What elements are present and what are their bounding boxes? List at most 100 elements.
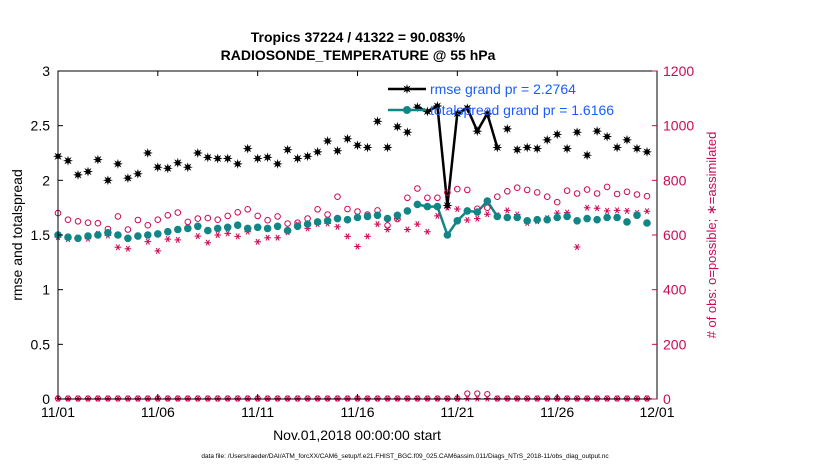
rmse-point	[442, 200, 453, 211]
obs-possible-point	[154, 216, 162, 223]
totalspread-point	[413, 200, 422, 209]
totalspread-point	[313, 218, 322, 226]
obs-assimilated-point	[344, 233, 351, 240]
rmse-point	[142, 148, 153, 158]
rmse-point	[532, 143, 543, 154]
obs-possible-point	[314, 206, 321, 213]
rmse-point	[542, 134, 553, 145]
axis-ticks-group	[57, 70, 658, 400]
rmse-point	[572, 127, 583, 138]
footnote: data file: /Users/raeder/DAI/ATM_forcXX/…	[201, 453, 609, 460]
rmse-point	[73, 169, 83, 180]
chart-subtitle: RADIOSONDE_TEMPERATURE @ 55 hPa	[221, 47, 496, 63]
obs-assimilated-point	[483, 211, 491, 218]
obs-possible-point	[573, 190, 581, 197]
obs-assimilated-point	[164, 235, 172, 243]
rmse-point	[382, 142, 393, 153]
obs-assimilated-point	[404, 226, 411, 233]
x-tick-label: 11/16	[341, 404, 375, 420]
y2-tick-label: 1000	[663, 118, 694, 134]
y-tick-label: 0.5	[31, 336, 51, 352]
obs-possible-point	[124, 226, 132, 233]
obs-possible-point	[334, 193, 341, 200]
obs-assimilated-point	[204, 239, 212, 246]
rmse-point	[83, 166, 93, 177]
y2-tick-label: 600	[663, 227, 687, 243]
obs-possible-point	[164, 212, 172, 219]
y-tick-label: 2	[42, 172, 50, 188]
totalspread-point	[563, 212, 571, 221]
rmse-point	[63, 155, 73, 166]
totalspread-point	[164, 227, 172, 236]
rmse-point	[152, 162, 163, 173]
totalspread-point	[633, 211, 641, 220]
rmse-point	[312, 146, 323, 157]
obs-assimilated-point	[573, 243, 581, 251]
y-tick-label: 0	[42, 391, 50, 407]
totalspread-point	[273, 222, 282, 231]
obs-possible-point	[384, 222, 391, 229]
axis-labels-group: 11/01 11/06 11/11 11/16 11/21 11/26 12/0100.51…	[31, 63, 695, 420]
rmse-point	[522, 142, 533, 153]
rmse-point	[472, 126, 483, 137]
obs-assimilated-point	[643, 208, 651, 215]
rejected-possible-point	[484, 391, 491, 398]
obs-assimilated-point	[144, 238, 152, 245]
obs-possible-point	[224, 212, 231, 220]
obs-assimilated-point	[603, 207, 611, 215]
obs-assimilated-point	[264, 234, 271, 241]
totalspread-point	[573, 217, 581, 225]
legend: rmse grand pr = 2.2764 totalspread grand…	[388, 81, 614, 118]
rmse-point	[162, 163, 173, 174]
obs-possible-point	[583, 186, 591, 193]
totalspread-point	[613, 213, 621, 222]
totalspread-point	[383, 214, 392, 223]
obs-possible-point	[434, 194, 441, 202]
totalspread-point	[293, 222, 302, 231]
rmse-point	[622, 134, 632, 145]
rmse-point	[182, 162, 193, 173]
obs-assimilated-point	[334, 223, 341, 230]
rmse-point	[302, 151, 313, 162]
x-tick-label: 11/26	[540, 404, 574, 420]
rmse-point	[392, 121, 403, 132]
rmse-point	[232, 158, 243, 169]
legend-spread-label: totalspread grand pr = 1.6166	[430, 102, 614, 118]
totalspread-point	[204, 226, 212, 235]
rmse-point	[342, 133, 353, 144]
obs-possible-point	[194, 215, 202, 222]
obs-possible-point	[633, 191, 641, 198]
rmse-point	[112, 158, 123, 169]
totalspread-point	[114, 231, 122, 239]
obs-possible-point	[603, 183, 611, 191]
rmse-point	[262, 152, 273, 163]
totalspread-point	[503, 213, 512, 222]
obs-assimilated-point	[414, 220, 421, 228]
obs-assimilated-point	[503, 207, 511, 214]
obs-possible-point	[84, 219, 92, 226]
rmse-point	[582, 150, 593, 161]
totalspread-point	[483, 197, 492, 205]
rmse-point	[562, 143, 573, 154]
obs-assimilated-point	[214, 231, 221, 239]
obs-possible-point	[623, 188, 631, 196]
totalspread-point	[433, 202, 442, 211]
totalspread-point	[403, 207, 412, 215]
rmse-point	[632, 143, 642, 154]
totalspread-point	[453, 217, 462, 225]
y2-axis-label: # of obs: o=possible; ∗=assimilated	[704, 132, 719, 339]
rmse-point	[642, 146, 652, 157]
rmse-point	[322, 136, 333, 146]
obs-assimilated-point	[434, 212, 441, 220]
rmse-point	[172, 157, 183, 168]
totalspread-point	[553, 213, 561, 222]
obs-possible-point	[284, 220, 291, 227]
obs-assimilated-point	[593, 205, 601, 212]
rmse-point	[612, 142, 623, 153]
rmse-point	[512, 144, 523, 155]
rmse-point	[272, 158, 283, 169]
chart-title: Tropics 37224 / 41322 = 90.083%	[251, 29, 466, 45]
totalspread-point	[343, 215, 352, 224]
totalspread-point	[243, 224, 252, 233]
totalspread-point	[363, 212, 372, 221]
